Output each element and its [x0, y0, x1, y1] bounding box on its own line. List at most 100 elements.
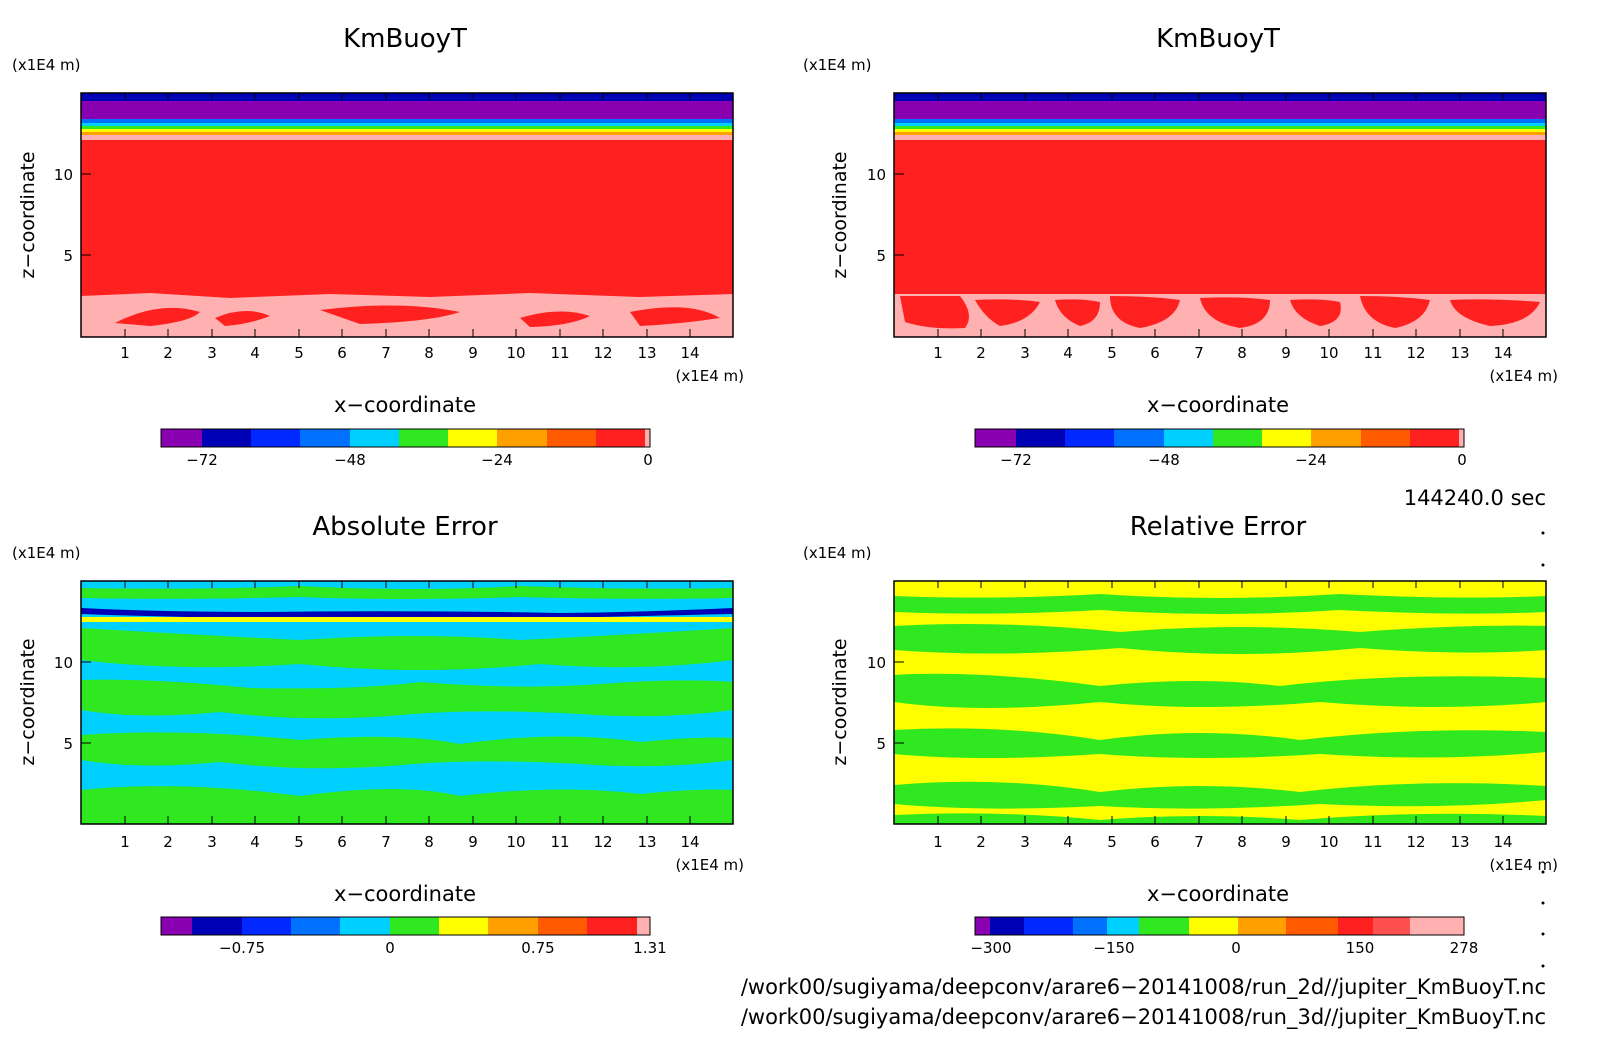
- y-unit-label: (x1E4 m): [803, 544, 872, 562]
- x-tick-label: 11: [550, 344, 569, 362]
- x-tick-label: 4: [1063, 833, 1073, 851]
- x-axis-ticks: 1 2 3 4 5 6 7 8 9 10 11 12 13 14: [120, 581, 700, 851]
- colorbar-label: 0.75: [521, 939, 554, 957]
- x-tick-label: 5: [1107, 833, 1117, 851]
- y-tick-label: 10: [54, 166, 73, 184]
- x-axis-ticks: 1 2 3 4 5 6 7 8 9 10 11 12 13 14: [933, 581, 1513, 851]
- x-tick-label: 6: [337, 344, 347, 362]
- colorbar-label: 0: [1457, 451, 1467, 469]
- y-unit-label: (x1E4 m): [803, 56, 872, 74]
- x-tick-label: 8: [424, 344, 434, 362]
- y-axis-label: z−coordinate: [829, 151, 851, 278]
- panel-title: Absolute Error: [312, 512, 498, 542]
- panel-title: Relative Error: [1130, 512, 1307, 542]
- file-path-3d: /work00/sugiyama/deepconv/arare6−2014100…: [741, 1005, 1546, 1030]
- panel-title: KmBuoyT: [343, 24, 467, 54]
- y-tick-label: 10: [54, 654, 73, 672]
- colorbar: −72 −48 −24 0: [974, 428, 1467, 469]
- colorbar-label: −300: [970, 939, 1011, 957]
- colorbar-label: −72: [186, 451, 218, 469]
- x-tick-label: 4: [250, 344, 260, 362]
- plot-area: [893, 580, 1547, 825]
- x-tick-label: 13: [637, 833, 656, 851]
- x-tick-label: 5: [294, 833, 304, 851]
- marker-dot: [1541, 563, 1545, 567]
- x-tick-label: 12: [1406, 833, 1425, 851]
- marker-dot: [1541, 964, 1545, 968]
- x-tick-label: 5: [1107, 344, 1117, 362]
- y-axis-label: z−coordinate: [17, 151, 39, 278]
- x-tick-label: 9: [1281, 833, 1291, 851]
- colorbar-label: −24: [481, 451, 513, 469]
- x-axis-label: x−coordinate: [334, 882, 476, 906]
- x-tick-label: 12: [1406, 344, 1425, 362]
- x-axis-label: x−coordinate: [1147, 882, 1289, 906]
- y-axis-label: z−coordinate: [17, 638, 39, 765]
- colorbar-label: 0: [643, 451, 653, 469]
- x-tick-label: 2: [163, 344, 173, 362]
- panel-relative-error: Relative Error (x1E4 m) 10 5: [803, 512, 1558, 957]
- time-label: 144240.0 sec: [1404, 486, 1546, 510]
- x-tick-label: 5: [294, 344, 304, 362]
- marker-dot: [1541, 901, 1545, 905]
- panel-title: KmBuoyT: [1156, 24, 1280, 54]
- x-tick-label: 12: [593, 833, 612, 851]
- file-path-2d: /work00/sugiyama/deepconv/arare6−2014100…: [741, 975, 1546, 1000]
- x-tick-label: 2: [976, 344, 986, 362]
- marker-dot: [1541, 932, 1545, 936]
- x-tick-label: 11: [1363, 344, 1382, 362]
- y-tick-label: 5: [876, 247, 886, 265]
- x-tick-label: 3: [1020, 344, 1030, 362]
- x-unit-label: (x1E4 m): [675, 367, 744, 385]
- colorbar-label: −48: [334, 451, 366, 469]
- panel-kmbuoyt-2d: KmBuoyT (x1E4 m) 10 5: [12, 24, 744, 469]
- x-tick-label: 1: [120, 833, 130, 851]
- x-tick-label: 6: [1150, 344, 1160, 362]
- x-unit-label: (x1E4 m): [1489, 367, 1558, 385]
- x-tick-label: 6: [1150, 833, 1160, 851]
- x-tick-label: 1: [120, 344, 130, 362]
- y-axis-ticks: 10 5: [54, 654, 91, 753]
- marker-dot: [1541, 531, 1545, 535]
- marker-dot: [1541, 870, 1545, 874]
- y-axis-ticks: 10 5: [867, 654, 904, 753]
- x-tick-label: 9: [468, 344, 478, 362]
- x-tick-label: 3: [207, 833, 217, 851]
- x-tick-label: 7: [381, 344, 391, 362]
- colorbar-label: 0: [385, 939, 395, 957]
- x-tick-label: 1: [933, 833, 943, 851]
- colorbar-label: 278: [1450, 939, 1479, 957]
- x-tick-label: 13: [637, 344, 656, 362]
- panel-absolute-error: Absolute Error (x1E4 m) 10 5: [12, 512, 744, 957]
- x-tick-label: 10: [506, 833, 525, 851]
- colorbar-label: −72: [1000, 451, 1032, 469]
- x-tick-label: 11: [1363, 833, 1382, 851]
- x-tick-label: 12: [593, 344, 612, 362]
- x-tick-label: 3: [207, 344, 217, 362]
- x-unit-label: (x1E4 m): [675, 856, 744, 874]
- colorbar-label: −24: [1295, 451, 1327, 469]
- y-tick-label: 5: [63, 247, 73, 265]
- x-tick-label: 14: [680, 833, 699, 851]
- x-tick-label: 4: [250, 833, 260, 851]
- panel-kmbuoyt-3d: KmBuoyT (x1E4 m) 10 5: [803, 24, 1558, 469]
- x-tick-label: 11: [550, 833, 569, 851]
- colorbar: −72 −48 −24 0: [160, 428, 653, 469]
- x-tick-label: 10: [506, 344, 525, 362]
- colorbar-label: −48: [1148, 451, 1180, 469]
- x-tick-label: 1: [933, 344, 943, 362]
- x-tick-label: 2: [163, 833, 173, 851]
- x-tick-label: 14: [1493, 833, 1512, 851]
- x-tick-label: 6: [337, 833, 347, 851]
- x-tick-label: 13: [1450, 833, 1469, 851]
- x-axis-ticks: 1 2 3 4 5 6 7 8 9 10 11 12 13 14: [933, 93, 1513, 362]
- x-tick-label: 14: [1493, 344, 1512, 362]
- y-tick-label: 10: [867, 654, 886, 672]
- colorbar: −300 −150 0 150 278: [970, 916, 1479, 957]
- y-tick-label: 5: [876, 735, 886, 753]
- y-axis-label: z−coordinate: [829, 638, 851, 765]
- x-tick-label: 7: [1194, 833, 1204, 851]
- x-tick-label: 13: [1450, 344, 1469, 362]
- y-unit-label: (x1E4 m): [12, 544, 81, 562]
- y-axis-ticks: 10 5: [867, 166, 904, 265]
